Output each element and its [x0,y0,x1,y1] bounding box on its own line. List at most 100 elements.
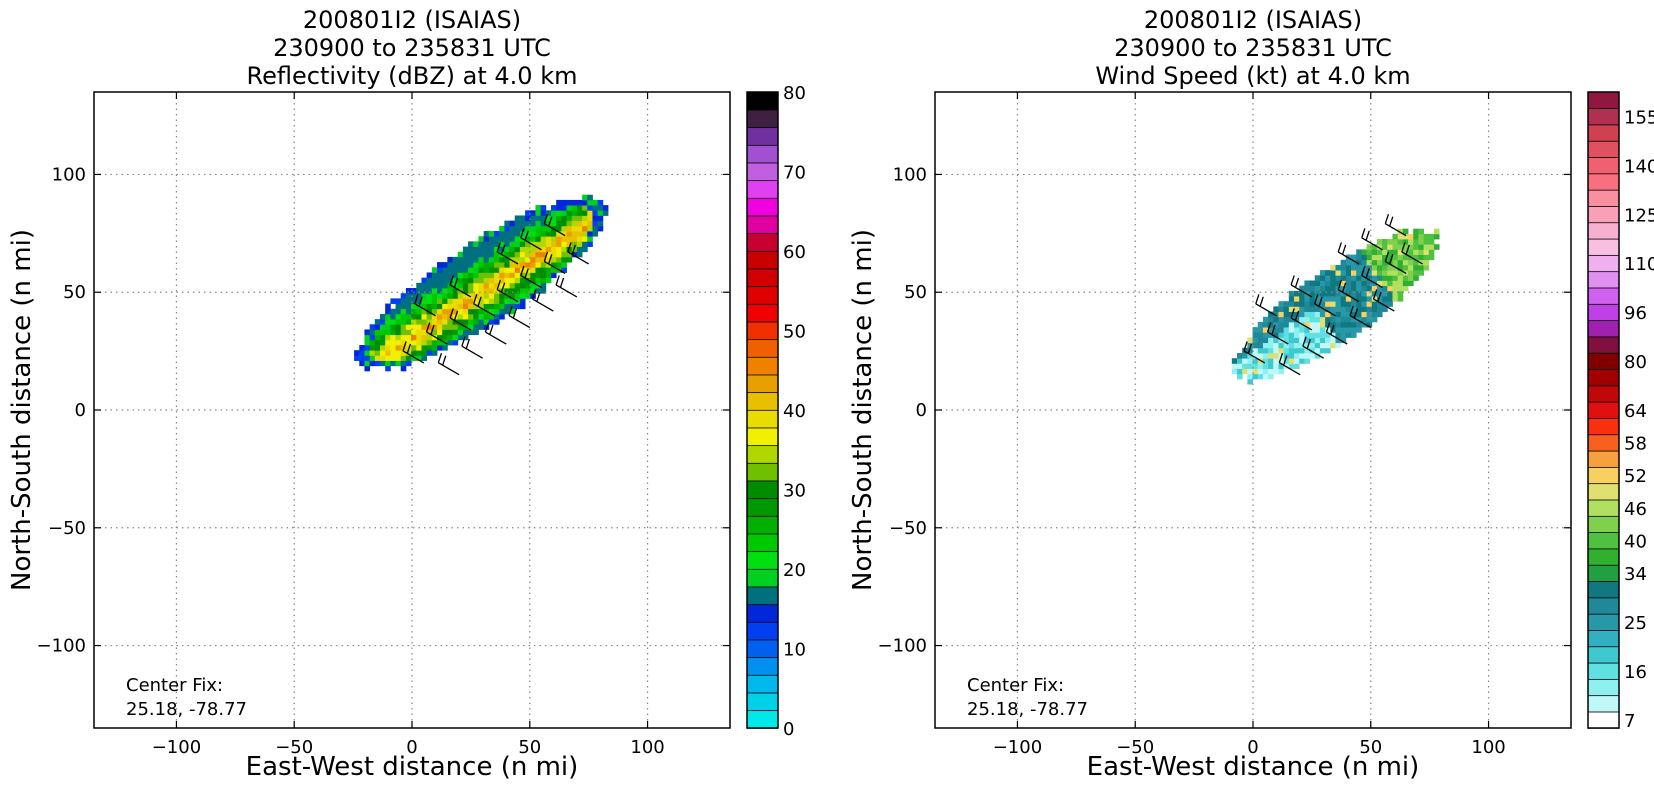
field-cell [447,334,453,341]
field-cell [1278,321,1285,328]
field-cell [478,241,485,247]
field-cell [374,324,381,330]
field-cell [380,324,386,330]
field-cell [494,282,500,289]
field-cell [1413,259,1419,266]
field-cell [1387,264,1393,271]
field-cell [478,293,485,299]
colorbar-tick-label: 96 [1624,303,1647,324]
field-cell [514,215,521,222]
field-cell [452,288,459,294]
field-cell [1252,358,1259,364]
field-cell [405,293,412,299]
field-cell [437,324,443,330]
field-cell [494,293,500,299]
field-cell [551,246,557,253]
field-cell [1402,275,1409,281]
field-cell [1428,233,1435,240]
field-cell [483,251,490,258]
field-cell [1278,327,1285,333]
field-cell [576,241,583,247]
field-cell [473,277,479,284]
field-cell [525,251,531,258]
field-cell [1325,327,1331,333]
field-cell [530,272,536,279]
field-cell [530,231,536,237]
field-cell [1387,290,1393,297]
field-cell [1340,332,1347,338]
field-cell [457,251,464,258]
field-cell [540,225,547,232]
field-cell [540,272,547,279]
field-cell [1382,259,1388,266]
field-cell [509,256,516,263]
field-cell [1330,275,1336,281]
field-cell [530,288,536,294]
field-cell [514,220,521,227]
colorbar-bin [746,409,779,429]
field-cell [457,277,464,284]
field-cell [545,262,552,268]
field-cell [1392,280,1399,287]
colorbar-bin [746,692,779,712]
field-cell [504,241,510,247]
field-cell [416,355,422,361]
field-cell [582,220,588,227]
field-cell [395,324,402,330]
field-cell [540,282,547,289]
colorbar-tick-label: 140 [1624,156,1654,177]
field-cell [556,241,562,247]
field-cell [442,324,448,330]
field-cell [488,319,495,325]
field-cell [514,293,521,299]
field-cell [400,365,407,372]
field-cell [421,303,428,310]
colorbar-bin [746,586,779,606]
field-cell [494,288,500,294]
field-cell [1402,244,1409,250]
field-cell [561,262,567,268]
field-cell [426,293,433,299]
field-cell [1356,296,1362,302]
field-cell [1304,327,1310,333]
wind-barb [1325,322,1348,345]
field-cell [494,303,500,310]
field-cell [462,293,469,299]
field-cell [1278,368,1285,375]
field-cell [1262,342,1269,349]
field-cell [514,262,521,268]
field-cell [1288,290,1295,297]
reflectivity-ticks: −100 −50 0 50 100 −100 −50 0 50 100 [37,92,730,758]
field-cell [561,241,567,247]
field-cell [390,329,396,336]
field-cell [1402,249,1409,255]
field-cell [545,272,552,279]
field-cell [395,303,402,310]
colorbar-bin [746,338,779,358]
field-cell [1402,254,1409,261]
field-cell [1299,342,1305,349]
field-cell [587,194,593,201]
field-cell [1325,270,1331,276]
x-tick-label: 0 [1247,737,1258,758]
field-cell [478,282,485,289]
field-cell [1252,368,1259,375]
field-cell [437,339,443,346]
field-cell [1273,321,1279,328]
colorbar-bin [1587,205,1620,224]
field-cell [1382,280,1388,287]
field-cell [499,303,505,310]
field-cell [561,267,567,273]
field-cell [385,360,391,367]
field-cell [385,355,391,361]
field-cell [473,241,479,247]
field-cell [551,251,557,258]
colorbar-bin [1587,646,1620,664]
field-cell [1278,363,1285,369]
field-cell [1392,239,1399,245]
field-cell [483,288,490,294]
wind-speed-grid [935,92,1571,728]
field-cell [494,313,500,320]
field-cell [395,360,402,367]
field-cell [359,345,365,351]
